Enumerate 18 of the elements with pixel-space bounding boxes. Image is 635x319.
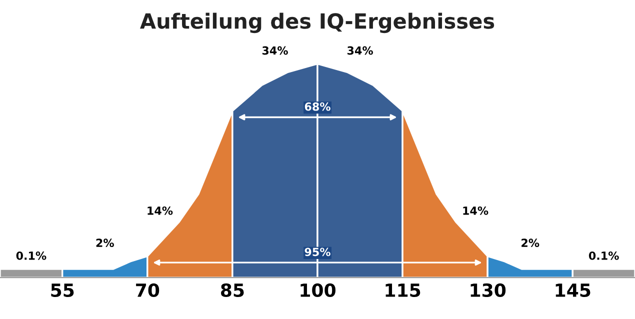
x-tick-label: 55: [51, 284, 74, 298]
band-label: 95%: [304, 248, 330, 256]
annotation: 0.1%: [16, 251, 46, 260]
x-tick-label: 145: [556, 284, 590, 298]
text: 34%: [262, 46, 288, 55]
annotation: 0.1%: [588, 251, 619, 260]
x-tick-label: 85: [220, 283, 244, 298]
annotation: 2%: [96, 238, 114, 248]
annotation: 14%: [463, 206, 488, 215]
x-tick-label: 100: [300, 283, 336, 298]
band-label: 68%: [304, 102, 330, 111]
annotation: 14%: [148, 206, 173, 215]
chart-title: Aufteilung des IQ-Ergebnisses: [140, 12, 494, 34]
annotation: 2%: [522, 238, 540, 248]
x-tick-label: 130: [470, 283, 506, 298]
x-tick-label: 115: [386, 284, 420, 298]
text: 34%: [347, 46, 373, 55]
x-tick-label: 70: [136, 283, 160, 298]
